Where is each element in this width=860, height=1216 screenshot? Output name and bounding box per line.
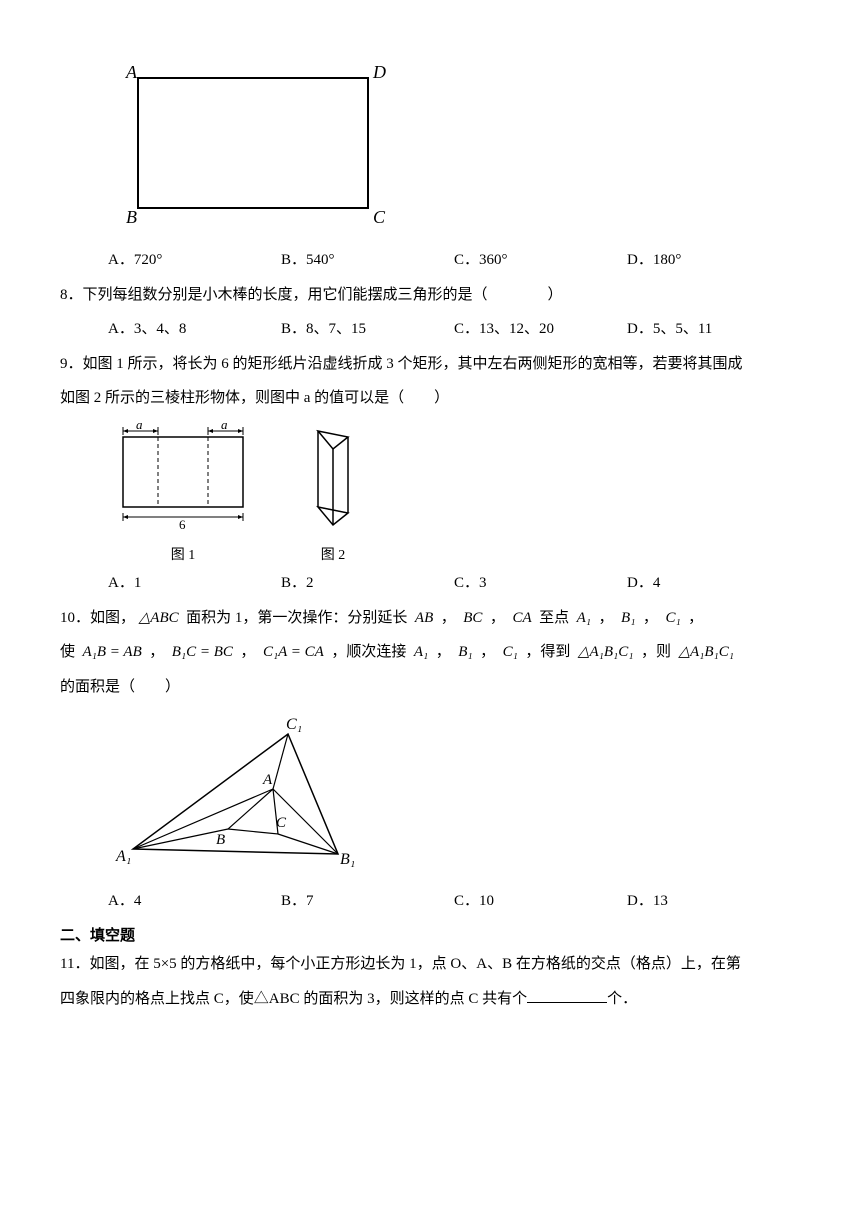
q9-optB: B．2 — [281, 569, 454, 598]
q10-c1: ， — [441, 610, 456, 626]
q9-fig2-prism — [298, 419, 368, 539]
q10-line3: 的面积是（ ） — [60, 673, 800, 702]
q10-c1b: C₁ — [503, 644, 518, 660]
q10-part1: 面积为 1，第一次操作：分别延长 — [186, 610, 407, 626]
width-6: 6 — [179, 517, 186, 532]
lbl-B1: B₁ — [340, 851, 355, 868]
q10-optD: D．13 — [627, 887, 800, 916]
q10-line1: 10．如图， △ABC 面积为 1，第一次操作：分别延长 AB ， BC ， C… — [60, 604, 800, 633]
q10-c8: ， — [436, 644, 451, 660]
q7-optA: A．720° — [108, 246, 281, 275]
q10-l2d: ，则 — [641, 644, 671, 660]
q11-text2a: 四象限内的格点上找点 C，使△ABC 的面积为 3，则这样的点 C 共有个 — [60, 991, 527, 1007]
q9-text2: 如图 2 所示的三棱柱形物体，则图中 a 的值可以是（ ） — [60, 384, 800, 413]
q11-text2b: 个． — [607, 991, 637, 1007]
q10-c6: ， — [149, 644, 164, 660]
lbl-A: A — [262, 772, 273, 788]
rectangle-abcd: A D B C — [108, 58, 388, 238]
q10-options: A．4 B．7 C．10 D．13 — [108, 887, 800, 916]
q10-bc: BC — [463, 610, 482, 626]
q9-cap2: 图 2 — [298, 543, 368, 570]
label-C: C — [373, 207, 386, 227]
q10-b1: B₁ — [621, 610, 635, 626]
q10-eq2: B₁C = BC — [172, 644, 233, 660]
q10-c3: ， — [599, 610, 614, 626]
q8-options: A．3、4、8 B．8、7、15 C．13、12、20 D．5、5、11 — [108, 315, 800, 344]
lbl-B: B — [216, 832, 225, 848]
q10-c9: ， — [480, 644, 495, 660]
q7-optC: C．360° — [454, 246, 627, 275]
label-A: A — [125, 62, 138, 82]
section2-title: 二、填空题 — [60, 922, 800, 951]
q8-optD: D．5、5、11 — [627, 315, 800, 344]
q9-text1: 9．如图 1 所示，将长为 6 的矩形纸片沿虚线折成 3 个矩形，其中左右两侧矩… — [60, 350, 800, 379]
q10-optB: B．7 — [281, 887, 454, 916]
q10-intro: 10．如图， — [60, 610, 135, 626]
q9-options: A．1 B．2 C．3 D．4 — [108, 569, 800, 598]
q10-l2a: 使 — [60, 644, 75, 660]
q9-optC: C．3 — [454, 569, 627, 598]
q10-l2c: ，得到 — [525, 644, 570, 660]
q9-figures: a a 6 图 1 图 2 — [108, 419, 800, 570]
q8-text: 8．下列每组数分别是小木棒的长度，用它们能摆成三角形的是（ ） — [60, 281, 800, 310]
q7-optD: D．180° — [627, 246, 800, 275]
q8-optC: C．13、12、20 — [454, 315, 627, 344]
q10-optC: C．10 — [454, 887, 627, 916]
q9-fig1: a a 6 — [108, 419, 258, 539]
q11-text1: 11．如图，在 5×5 的方格纸中，每个小正方形边长为 1，点 O、A、B 在方… — [60, 950, 800, 979]
q8-optA: A．3、4、8 — [108, 315, 281, 344]
q11-text2: 四象限内的格点上找点 C，使△ABC 的面积为 3，则这样的点 C 共有个 个． — [60, 985, 800, 1014]
lbl-A1: A₁ — [115, 848, 131, 865]
q10-part2: 至点 — [539, 610, 569, 626]
q10-figure: C₁ A C B A₁ B₁ — [108, 709, 800, 879]
q9-optA: A．1 — [108, 569, 281, 598]
label-D: D — [372, 62, 386, 82]
q7-optB: B．540° — [281, 246, 454, 275]
q10-a1: A₁ — [577, 610, 591, 626]
q10-c5: ， — [688, 610, 703, 626]
q7-options: A．720° B．540° C．360° D．180° — [108, 246, 800, 275]
q10-tri2b: △A₁B₁C₁ — [678, 644, 734, 660]
q10-optA: A．4 — [108, 887, 281, 916]
q10-c2: ， — [490, 610, 505, 626]
triangle-extended: C₁ A C B A₁ B₁ — [108, 709, 388, 879]
q10-tri2: △A₁B₁C₁ — [578, 644, 634, 660]
q10-c4: ， — [643, 610, 658, 626]
q11-blank — [527, 987, 607, 1003]
label-B: B — [126, 207, 137, 227]
q10-tri1: △ABC — [139, 610, 179, 626]
q10-eq1: A₁B = AB — [83, 644, 142, 660]
q9-optD: D．4 — [627, 569, 800, 598]
q8-optB: B．8、7、15 — [281, 315, 454, 344]
q10-c7: ， — [240, 644, 255, 660]
a-label-right: a — [221, 419, 228, 432]
q10-eq3: C₁A = CA — [263, 644, 324, 660]
q9-cap1: 图 1 — [108, 543, 258, 570]
q10-l2b: ，顺次连接 — [331, 644, 406, 660]
lbl-C: C — [276, 815, 287, 831]
q7-figure: A D B C — [108, 58, 800, 238]
q10-ab: AB — [415, 610, 433, 626]
q10-b1b: B₁ — [458, 644, 472, 660]
q10-line2: 使 A₁B = AB ， B₁C = BC ， C₁A = CA ，顺次连接 A… — [60, 638, 800, 667]
a-label-left: a — [136, 419, 143, 432]
q10-a1b: A₁ — [414, 644, 428, 660]
lbl-C1: C₁ — [286, 716, 302, 733]
q10-ca: CA — [512, 610, 531, 626]
q10-c1v: C₁ — [665, 610, 680, 626]
